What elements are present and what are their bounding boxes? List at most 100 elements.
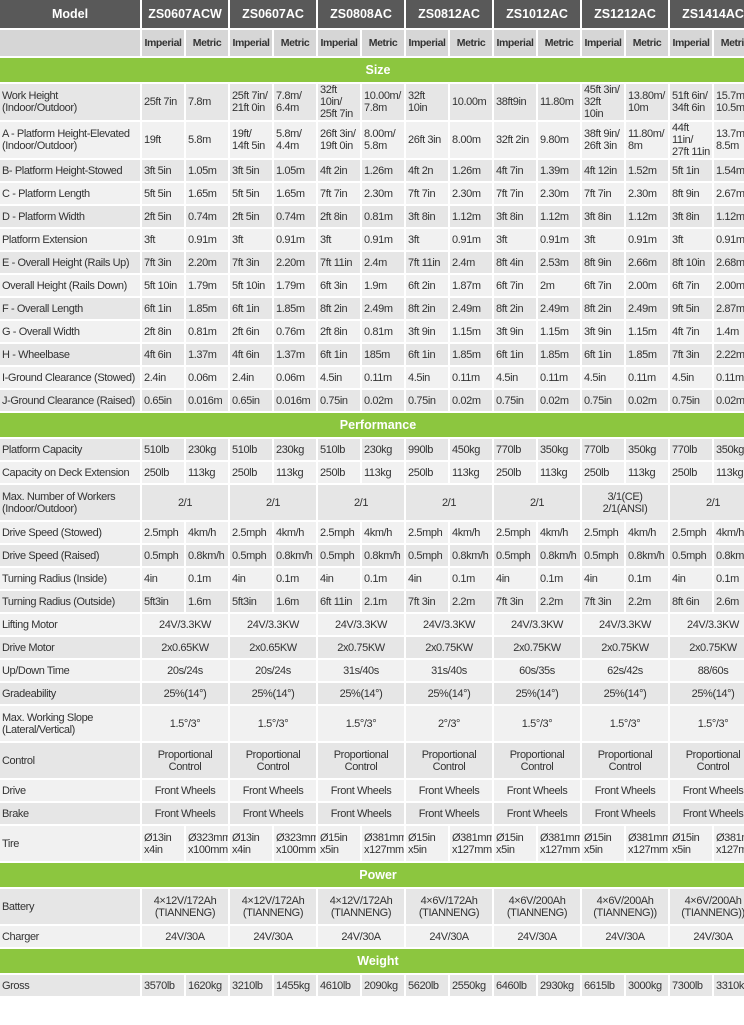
spec-value: 7300lb (670, 975, 713, 996)
spec-value: 1.65m (274, 183, 317, 204)
spec-value: Ø15in x5in (406, 826, 449, 861)
spec-value: 7ft 3in (406, 591, 449, 612)
row-label: B- Platform Height-Stowed (0, 160, 140, 181)
spec-value: Proportional Control (318, 743, 405, 778)
spec-value: 1.79m (186, 275, 229, 296)
spec-value: 4ft 6in (142, 344, 184, 365)
spec-value: 250lb (142, 462, 184, 483)
spec-row: Drive Speed (Raised) 0.5mph 0.8km/h 0.5mph 0… (0, 545, 744, 566)
spec-value: 26ft 3in/ 19ft 0in (318, 122, 361, 158)
spec-value: Ø13in x4in (230, 826, 273, 861)
spec-value: 250lb (582, 462, 625, 483)
spec-value: 2.87m (714, 298, 744, 319)
spec-value: 3310kg (714, 975, 744, 996)
spec-value: 0.8km/h (714, 545, 744, 566)
spec-row: Overall Height (Rails Down) 5ft 10in 1.79m… (0, 275, 744, 296)
spec-value: 11.80m (538, 84, 581, 120)
spec-value: 1.5°/3° (230, 706, 317, 741)
row-label: G - Overall Width (0, 321, 140, 342)
section-row: Weight (0, 949, 744, 973)
spec-value: 0.65in (142, 390, 184, 411)
spec-value: 7ft 7in (494, 183, 537, 204)
spec-value: 8ft 10in (670, 252, 713, 273)
spec-value: 0.5mph (670, 545, 713, 566)
spec-value: 3ft (142, 229, 184, 250)
model-name: ZS0607ACW (142, 0, 229, 28)
spec-value: 0.02m (626, 390, 669, 411)
unit-imperial: Imperial (142, 30, 184, 56)
spec-value: 4in (406, 568, 449, 589)
spec-value: 0.016m (274, 390, 317, 411)
spec-value: 0.1m (538, 568, 581, 589)
spec-value: 6ft 1in (582, 344, 625, 365)
spec-value: 6ft 1in (142, 298, 184, 319)
spec-value: 62s/42s (582, 660, 669, 681)
spec-value: 0.8km/h (186, 545, 229, 566)
spec-value: 2.22m (714, 344, 744, 365)
spec-value: 6ft 1in (318, 344, 361, 365)
spec-value: 1.39m (538, 160, 581, 181)
spec-value: 2x0.75KW (406, 637, 493, 658)
spec-value: 1.26m (362, 160, 405, 181)
row-label: Work Height (Indoor/Outdoor) (0, 84, 140, 120)
spec-value: Front Wheels (670, 803, 744, 824)
spec-value: 2ft 5in (142, 206, 184, 227)
spec-value: 0.8km/h (626, 545, 669, 566)
spec-value: 4ft 7in (670, 321, 713, 342)
spec-value: Ø381mm x127mm (362, 826, 405, 861)
row-label: C - Platform Length (0, 183, 140, 204)
spec-value: 1.12m (714, 206, 744, 227)
spec-value: 2x0.75KW (318, 637, 405, 658)
spec-value: 0.65in (230, 390, 273, 411)
row-label: Gross (0, 975, 140, 996)
model-name: ZS0812AC (406, 0, 493, 28)
spec-value: 350kg (626, 439, 669, 460)
spec-value: 25%(14°) (142, 683, 229, 704)
spec-value: Front Wheels (230, 780, 317, 801)
row-label: Max. Working Slope (Lateral/Vertical) (0, 706, 140, 741)
spec-value: 0.5mph (142, 545, 184, 566)
spec-row: Turning Radius (Inside) 4in 0.1m 4in 0.1m 4in… (0, 568, 744, 589)
spec-value: 24V/3.3KW (230, 614, 317, 635)
spec-value: 5ft 10in (230, 275, 273, 296)
spec-value: 4×6V/172Ah (TIANNENG) (406, 889, 493, 924)
spec-value: 3/1(CE) 2/1(ANSI) (582, 485, 669, 520)
section-title: Weight (0, 949, 744, 973)
spec-value: 4×12V/172Ah (TIANNENG) (318, 889, 405, 924)
model-name: ZS1414AC (670, 0, 744, 28)
row-label: Drive Speed (Stowed) (0, 522, 140, 543)
spec-value: 38ft9in (494, 84, 537, 120)
spec-value: 1.85m (274, 298, 317, 319)
spec-value: 0.02m (538, 390, 581, 411)
spec-value: 45ft 3in/ 32ft 10in (582, 84, 625, 120)
spec-value: 1.15m (450, 321, 493, 342)
spec-value: 1.6m (274, 591, 317, 612)
spec-row: Turning Radius (Outside) 5ft3in 1.6m 5ft3in… (0, 591, 744, 612)
spec-value: 6ft 7in (670, 275, 713, 296)
spec-value: Proportional Control (582, 743, 669, 778)
section-title: Size (0, 58, 744, 82)
spec-value: 250lb (230, 462, 273, 483)
spec-value: 2x0.65KW (230, 637, 317, 658)
spec-value: 2.5mph (230, 522, 273, 543)
spec-value: 1.5°/3° (494, 706, 581, 741)
units-row: Imperial Metric Imperial Metric Imperial Metr… (0, 30, 744, 56)
spec-value: 24V/3.3KW (494, 614, 581, 635)
spec-value: 113kg (362, 462, 405, 483)
spec-value: 2.5mph (318, 522, 361, 543)
spec-value: 24V/3.3KW (318, 614, 405, 635)
spec-row: G - Overall Width 2ft 8in 0.81m 2ft 6in 0.76… (0, 321, 744, 342)
spec-value: 2.5mph (406, 522, 449, 543)
spec-value: 51ft 6in/ 34ft 6in (670, 84, 713, 120)
spec-value: 4km/h (362, 522, 405, 543)
spec-value: 7ft 3in (582, 591, 625, 612)
spec-value: 0.1m (274, 568, 317, 589)
spec-value: 0.91m (362, 229, 405, 250)
spec-value: 6ft 1in (230, 298, 273, 319)
unit-metric: Metric (274, 30, 317, 56)
spec-value: Front Wheels (142, 803, 229, 824)
spec-value: 0.02m (714, 390, 744, 411)
spec-value: 3ft (670, 229, 713, 250)
spec-row: B- Platform Height-Stowed 3ft 5in 1.05m 3ft… (0, 160, 744, 181)
